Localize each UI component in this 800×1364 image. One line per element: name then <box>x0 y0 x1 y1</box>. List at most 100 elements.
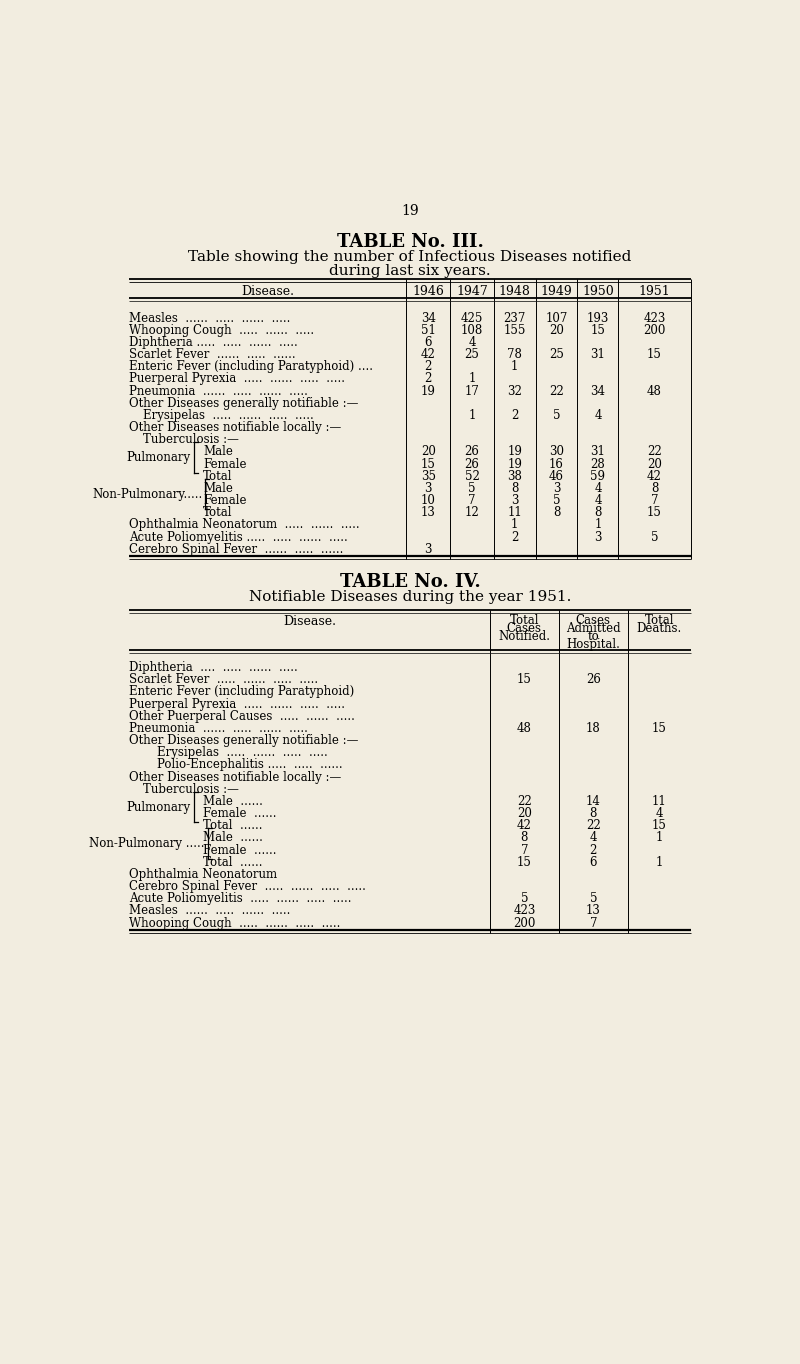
Text: 5: 5 <box>521 892 528 906</box>
Text: to: to <box>587 630 599 644</box>
Text: 3: 3 <box>425 481 432 495</box>
Text: Male: Male <box>203 481 233 495</box>
Text: 8: 8 <box>511 481 518 495</box>
Text: Cases: Cases <box>576 614 610 627</box>
Text: 1: 1 <box>468 409 476 421</box>
Text: Ophthalmia Neonatorum  .....  ......  .....: Ophthalmia Neonatorum ..... ...... ..... <box>130 518 360 532</box>
Text: 15: 15 <box>517 674 532 686</box>
Text: 5: 5 <box>553 409 560 421</box>
Text: 4: 4 <box>655 807 663 820</box>
Text: 237: 237 <box>503 311 526 325</box>
Text: 15: 15 <box>652 722 666 735</box>
Text: Scarlet Fever  .....  ......  .....  .....: Scarlet Fever ..... ...... ..... ..... <box>130 674 318 686</box>
Text: 19: 19 <box>421 385 436 397</box>
Text: 26: 26 <box>465 445 479 458</box>
Text: Total: Total <box>203 469 233 483</box>
Text: 20: 20 <box>549 323 564 337</box>
Text: Diphtheria .....  .....  ......  .....: Diphtheria ..... ..... ...... ..... <box>130 336 298 349</box>
Text: Scarlet Fever  ......  .....  ......: Scarlet Fever ...... ..... ...... <box>130 348 296 361</box>
Text: 20: 20 <box>647 457 662 471</box>
Text: 26: 26 <box>586 674 601 686</box>
Text: 3: 3 <box>425 543 432 555</box>
Text: Other Diseases notifiable locally :—: Other Diseases notifiable locally :— <box>130 771 342 783</box>
Text: Ophthalmia Neonatorum: Ophthalmia Neonatorum <box>130 868 278 881</box>
Text: Cases: Cases <box>507 622 542 636</box>
Text: 32: 32 <box>507 385 522 397</box>
Text: Male: Male <box>203 445 233 458</box>
Text: 19: 19 <box>507 457 522 471</box>
Text: 8: 8 <box>553 506 560 520</box>
Text: 1: 1 <box>511 360 518 374</box>
Text: Deaths.: Deaths. <box>637 622 682 636</box>
Text: 48: 48 <box>517 722 532 735</box>
Text: Admitted: Admitted <box>566 622 621 636</box>
Text: Whooping Cough  .....  ......  .....  .....: Whooping Cough ..... ...... ..... ..... <box>130 917 341 930</box>
Text: 425: 425 <box>461 311 483 325</box>
Text: Table showing the number of Infectious Diseases notified: Table showing the number of Infectious D… <box>188 250 632 263</box>
Text: Notified.: Notified. <box>498 630 550 644</box>
Text: 28: 28 <box>590 457 606 471</box>
Text: 423: 423 <box>643 311 666 325</box>
Text: 4: 4 <box>594 481 602 495</box>
Text: Male  ......: Male ...... <box>203 832 263 844</box>
Text: 107: 107 <box>546 311 568 325</box>
Text: 1: 1 <box>655 855 663 869</box>
Text: 1: 1 <box>468 372 476 386</box>
Text: Female  ......: Female ...... <box>203 843 277 857</box>
Text: during last six years.: during last six years. <box>329 263 491 278</box>
Text: 15: 15 <box>421 457 436 471</box>
Text: 8: 8 <box>521 832 528 844</box>
Text: Tuberculosis :—: Tuberculosis :— <box>143 783 239 795</box>
Text: TABLE No. III.: TABLE No. III. <box>337 233 483 251</box>
Text: 155: 155 <box>503 323 526 337</box>
Text: 2: 2 <box>425 372 432 386</box>
Text: 31: 31 <box>590 445 606 458</box>
Text: 8: 8 <box>594 506 602 520</box>
Text: 4: 4 <box>590 832 597 844</box>
Text: Hospital.: Hospital. <box>566 638 620 652</box>
Text: 22: 22 <box>647 445 662 458</box>
Text: Total  ......: Total ...... <box>203 820 262 832</box>
Text: 5: 5 <box>553 494 560 507</box>
Text: 3: 3 <box>594 531 602 543</box>
Text: 19: 19 <box>507 445 522 458</box>
Text: 1: 1 <box>511 518 518 532</box>
Text: Other Diseases notifiable locally :—: Other Diseases notifiable locally :— <box>130 421 342 434</box>
Text: 1: 1 <box>594 518 602 532</box>
Text: Polio-Encephalitis .....  .....  ......: Polio-Encephalitis ..... ..... ...... <box>158 758 343 772</box>
Text: 1951: 1951 <box>638 285 670 297</box>
Text: Enteric Fever (including Paratyphoid) ....: Enteric Fever (including Paratyphoid) ..… <box>130 360 374 374</box>
Text: 1949: 1949 <box>541 285 572 297</box>
Text: 48: 48 <box>647 385 662 397</box>
Text: 34: 34 <box>590 385 606 397</box>
Text: Cerebro Spinal Fever  ......  .....  ......: Cerebro Spinal Fever ...... ..... ...... <box>130 543 344 555</box>
Text: 423: 423 <box>513 904 535 918</box>
Text: 2: 2 <box>590 843 597 857</box>
Text: 15: 15 <box>647 506 662 520</box>
Text: Non-Pulmonary .....: Non-Pulmonary ..... <box>89 837 205 850</box>
Text: 19: 19 <box>401 203 419 218</box>
Text: 2: 2 <box>425 360 432 374</box>
Text: 22: 22 <box>549 385 564 397</box>
Text: 4: 4 <box>594 494 602 507</box>
Text: 2: 2 <box>511 409 518 421</box>
Text: 35: 35 <box>421 469 436 483</box>
Text: 42: 42 <box>517 820 532 832</box>
Text: Total: Total <box>645 614 674 627</box>
Text: 3: 3 <box>553 481 560 495</box>
Text: 6: 6 <box>425 336 432 349</box>
Text: 108: 108 <box>461 323 483 337</box>
Text: Puerperal Pyrexia  .....  ......  .....  .....: Puerperal Pyrexia ..... ...... ..... ...… <box>130 372 346 386</box>
Text: 22: 22 <box>517 795 532 807</box>
Text: 7: 7 <box>468 494 476 507</box>
Text: 42: 42 <box>647 469 662 483</box>
Text: 1: 1 <box>655 832 663 844</box>
Text: Measles  ......  .....  ......  .....: Measles ...... ..... ...... ..... <box>130 904 291 918</box>
Text: Acute Poliomyelitis .....  .....  ......  .....: Acute Poliomyelitis ..... ..... ...... .… <box>130 531 348 543</box>
Text: TABLE No. IV.: TABLE No. IV. <box>340 573 480 592</box>
Text: 2: 2 <box>511 531 518 543</box>
Text: Pneumonia  ......  .....  ......  .....: Pneumonia ...... ..... ...... ..... <box>130 385 308 397</box>
Text: Whooping Cough  .....  ......  .....: Whooping Cough ..... ...... ..... <box>130 323 314 337</box>
Text: 14: 14 <box>586 795 601 807</box>
Text: Other Diseases generally notifiable :—: Other Diseases generally notifiable :— <box>130 734 359 747</box>
